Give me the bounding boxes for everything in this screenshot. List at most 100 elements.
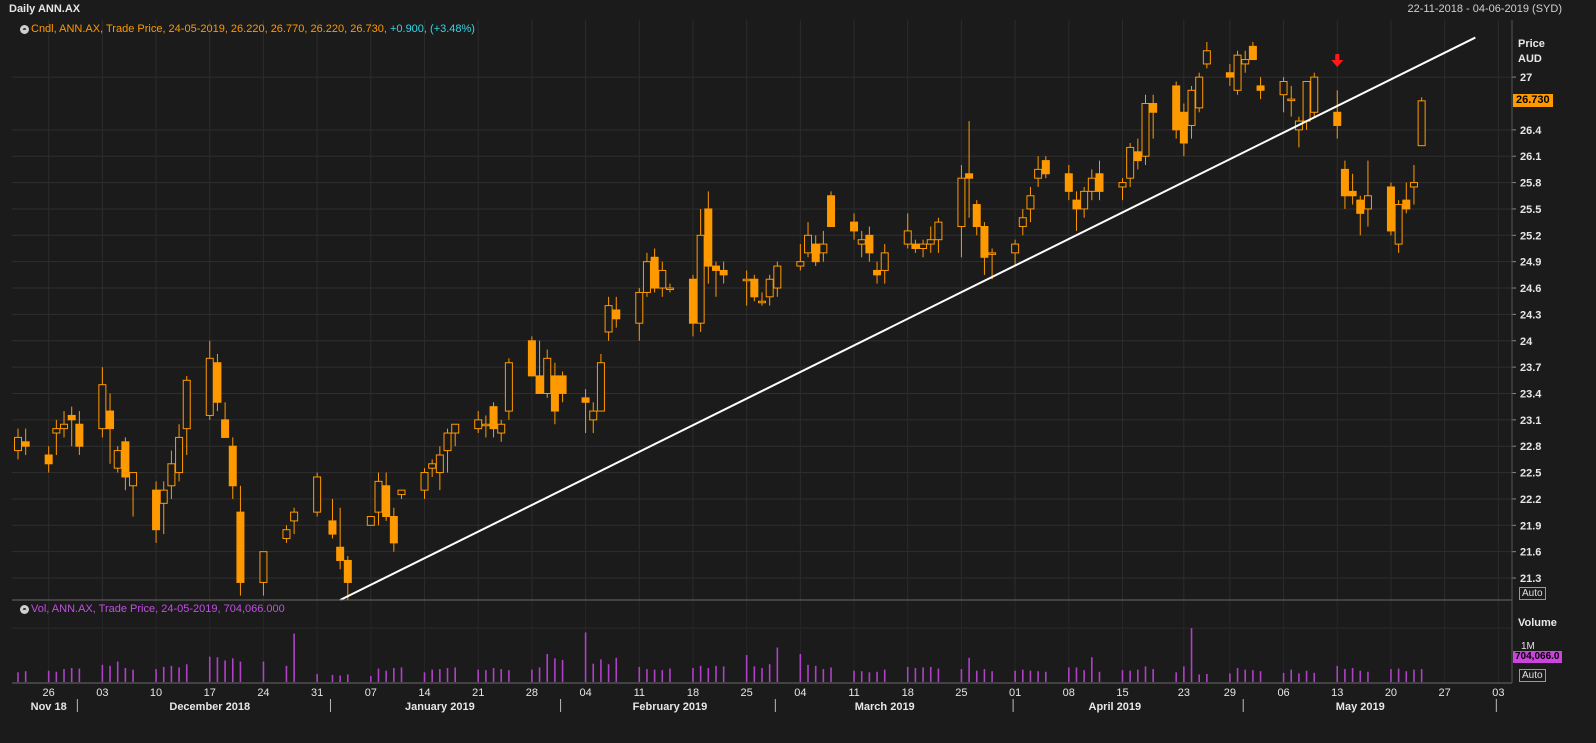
candle-body-down <box>527 340 536 377</box>
month-label: December 2018 <box>169 701 250 713</box>
price-tick-label: 25.8 <box>1520 178 1541 190</box>
candle-body-up <box>1141 102 1150 157</box>
candle-body-up <box>1363 195 1372 210</box>
candle-body-down <box>1172 85 1181 131</box>
candle-body-down <box>1179 111 1188 144</box>
volume-legend-text: Vol, ANN.AX, Trade Price, 24-05-2019, 70… <box>31 603 285 615</box>
day-tick-label: 08 <box>1063 687 1075 699</box>
candle-body-up <box>903 230 912 245</box>
candle-body-down <box>236 511 245 583</box>
candle-body-up <box>98 384 107 430</box>
candle-body-down <box>75 423 84 447</box>
day-tick-label: 29 <box>1224 687 1236 699</box>
candle-body-up <box>604 305 613 333</box>
candle-body-down <box>336 546 345 561</box>
price-auto-scale-button[interactable]: Auto <box>1519 587 1546 600</box>
series-toggle-icon[interactable]: ◓ <box>20 604 29 614</box>
day-tick-label: 28 <box>526 687 538 699</box>
candle-body-up <box>1241 59 1250 65</box>
candle-body-down <box>1333 111 1342 126</box>
candle-body-up <box>926 239 935 245</box>
candle-body-up <box>543 357 552 394</box>
candle-body-up <box>1034 168 1043 179</box>
day-tick-label: 27 <box>1439 687 1451 699</box>
current-volume-label: 704,066.0 <box>1513 651 1562 663</box>
price-tick-label: 24.3 <box>1520 309 1541 321</box>
month-label: April 2019 <box>1089 701 1142 713</box>
volume-auto-scale-button[interactable]: Auto <box>1519 669 1546 682</box>
candle-body-down <box>1095 173 1104 192</box>
day-tick-label: 01 <box>1009 687 1021 699</box>
volume-axis-title: Volume <box>1518 617 1557 629</box>
candle-body-down <box>865 234 874 254</box>
candle-body-up <box>443 432 452 452</box>
candle-body-up <box>596 362 605 412</box>
candle-body-up <box>420 472 429 491</box>
candle-body-up <box>957 177 966 228</box>
price-pane-bg <box>12 20 1512 600</box>
candle-body-up <box>435 454 444 474</box>
candle-body-down <box>980 226 989 258</box>
candle-body-down <box>106 410 115 430</box>
price-legend[interactable]: ◓ Cndl, ANN.AX, Trade Price, 24-05-2019, … <box>20 23 475 35</box>
candle-body-up <box>819 243 828 254</box>
candle-body-up <box>497 423 506 434</box>
volume-legend[interactable]: ◓ Vol, ANN.AX, Trade Price, 24-05-2019, 7… <box>20 603 285 615</box>
day-tick-label: 13 <box>1331 687 1343 699</box>
month-label: Nov 18 <box>31 701 67 713</box>
day-tick-label: 04 <box>794 687 806 699</box>
price-tick-label: 21.9 <box>1520 520 1541 532</box>
candle-body-down <box>382 485 391 518</box>
candle-body-down <box>1041 160 1050 175</box>
candle-body-up <box>1018 217 1027 228</box>
candle-body-up <box>451 423 460 434</box>
day-tick-label: 03 <box>96 687 108 699</box>
current-price-label: 26.730 <box>1513 93 1553 107</box>
candle-body-down <box>328 520 337 535</box>
candle-body-up <box>259 551 268 583</box>
chart-title: Daily ANN.AX <box>9 3 81 15</box>
candle-body-down <box>121 441 130 478</box>
price-tick-label: 23.1 <box>1520 415 1541 427</box>
candle-body-up <box>129 472 138 487</box>
candle-body-up <box>589 410 598 421</box>
candle-body-up <box>428 463 437 469</box>
candle-body-up <box>113 450 122 469</box>
day-tick-label: 11 <box>634 687 645 699</box>
candle-body-up <box>290 511 299 522</box>
candle-body-up <box>1011 243 1020 254</box>
month-label: May 2019 <box>1336 701 1385 713</box>
day-tick-label: 26 <box>43 687 55 699</box>
candle-body-up <box>919 243 928 249</box>
candle-body-down <box>911 243 920 249</box>
series-toggle-icon[interactable]: ◓ <box>20 24 29 34</box>
candle-body-up <box>60 423 69 430</box>
price-change-text: +0.900, (+3.48%) <box>389 23 475 35</box>
date-range: 22-11-2018 - 04-06-2019 (SYD) <box>1407 3 1563 15</box>
candle-body-down <box>535 375 544 394</box>
candle-body-down <box>21 441 30 447</box>
candle-body-up <box>1126 146 1135 179</box>
support-trendline <box>339 36 1476 601</box>
candle-body-down <box>67 414 76 421</box>
candle-body-up <box>1118 182 1127 188</box>
candle-body-up <box>635 291 644 324</box>
candle-body-up <box>796 261 805 267</box>
candle-body-down <box>711 265 720 271</box>
day-tick-label: 24 <box>257 687 269 699</box>
price-tick-label: 24.6 <box>1520 283 1541 295</box>
candle-body-down <box>688 278 697 324</box>
candle-body-down <box>1402 199 1411 210</box>
candle-body-up <box>1394 204 1403 245</box>
candle-body-up <box>773 265 782 289</box>
candle-body-down <box>489 406 498 430</box>
day-tick-label: 07 <box>365 687 377 699</box>
candle-body-down <box>827 195 836 228</box>
candle-body-down <box>650 256 659 289</box>
candle-body-up <box>1233 54 1242 91</box>
candle-body-up <box>880 252 889 271</box>
candle-body-up <box>1080 190 1089 210</box>
price-axis-title: Price <box>1518 38 1545 50</box>
price-tick-label: 21.3 <box>1520 573 1541 585</box>
candle-body-down <box>228 445 237 487</box>
